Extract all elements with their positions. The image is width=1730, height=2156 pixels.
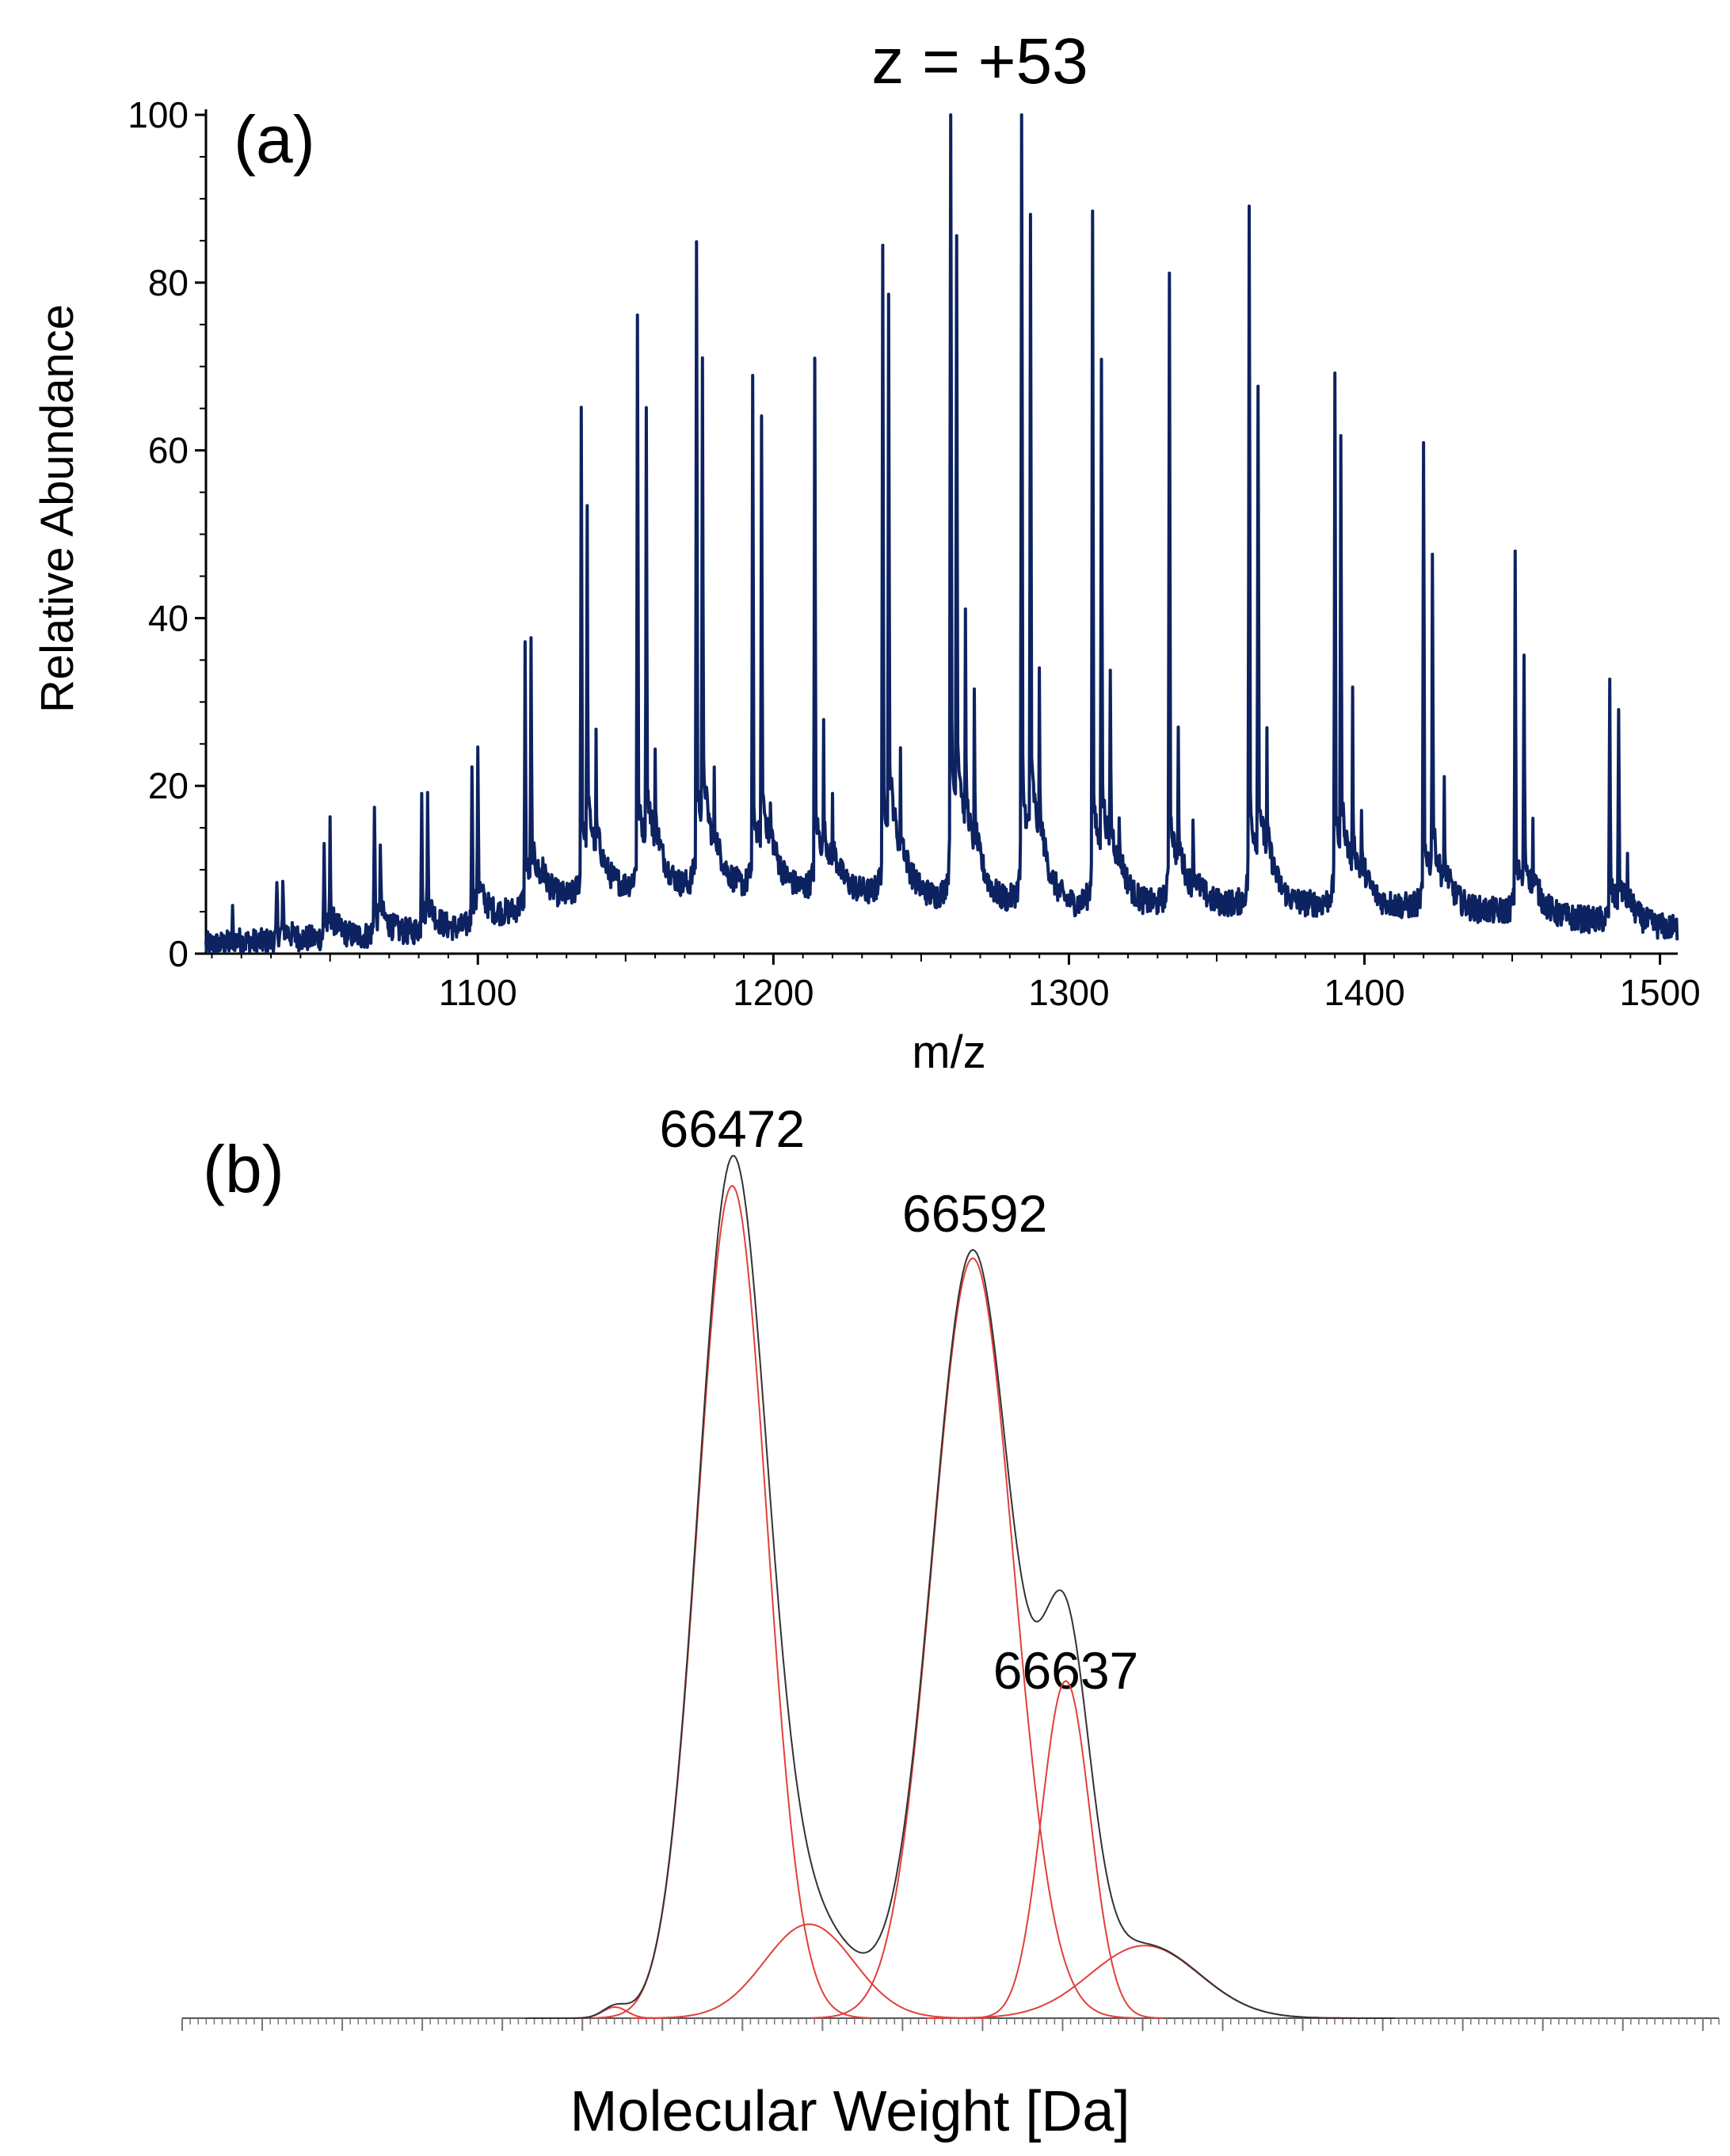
chart-a-x-tick-label: 1200 <box>733 972 814 1013</box>
chart-a-x-tick-label: 1400 <box>1324 972 1404 1013</box>
chart-b-fit-component <box>810 1257 1135 2019</box>
chart-b-sum-curve <box>525 1155 1396 2019</box>
chart-a-xlabel: m/z <box>912 1027 985 1078</box>
panel-a: z = +53 (a) Relative Abundance m/z 0 20 40… <box>32 25 1701 1078</box>
chart-b-peak-label: 66637 <box>993 1641 1139 1700</box>
chart-a-y-tick-label: 0 <box>168 933 189 974</box>
chart-a-title: z = +53 <box>871 25 1088 97</box>
chart-a-y-tick-label: 20 <box>148 765 189 806</box>
chart-b-fit-component <box>594 1184 870 2019</box>
chart-a-x-tick-label: 1300 <box>1028 972 1109 1013</box>
chart-a-spectrum-line <box>204 113 1679 954</box>
chart-b-annotations: 66472 66592 66637 <box>660 1099 1139 1700</box>
chart-a-ylabel: Relative Abundance <box>32 304 83 713</box>
chart-b-peak-label: 66472 <box>660 1099 806 1158</box>
chart-a-x-tick-label: 1100 <box>439 972 517 1013</box>
chart-a-trace <box>204 113 1679 954</box>
chart-b-curves <box>525 1155 1396 2019</box>
chart-b-fit-component <box>926 1945 1363 2019</box>
chart-a-y-ticks: 0 20 40 60 80 100 <box>128 94 206 974</box>
chart-b-xlabel: Molecular Weight [Da] <box>570 2080 1130 2143</box>
chart-a-y-tick-label: 60 <box>148 430 189 471</box>
chart-a-x-ticks: 1100 1200 1300 1400 1500 <box>211 954 1701 1013</box>
panel-a-label: (a) <box>234 102 315 177</box>
chart-a-y-tick-label: 80 <box>148 262 189 303</box>
chart-b-peak-label: 66592 <box>902 1184 1048 1243</box>
chart-b-x-ticks <box>181 2018 1720 2031</box>
panel-b-label: (b) <box>203 1132 284 1206</box>
panel-b: (b) 66472 66592 66637 Molecular Weight [Da… <box>181 1099 1720 2143</box>
chart-a-x-tick-label: 1500 <box>1619 972 1700 1013</box>
chart-b-fit-component <box>631 1923 987 2019</box>
chart-b-fit-component <box>968 1680 1164 2019</box>
chart-a-y-tick-label: 100 <box>128 94 189 135</box>
chart-a-y-tick-label: 40 <box>148 597 189 638</box>
